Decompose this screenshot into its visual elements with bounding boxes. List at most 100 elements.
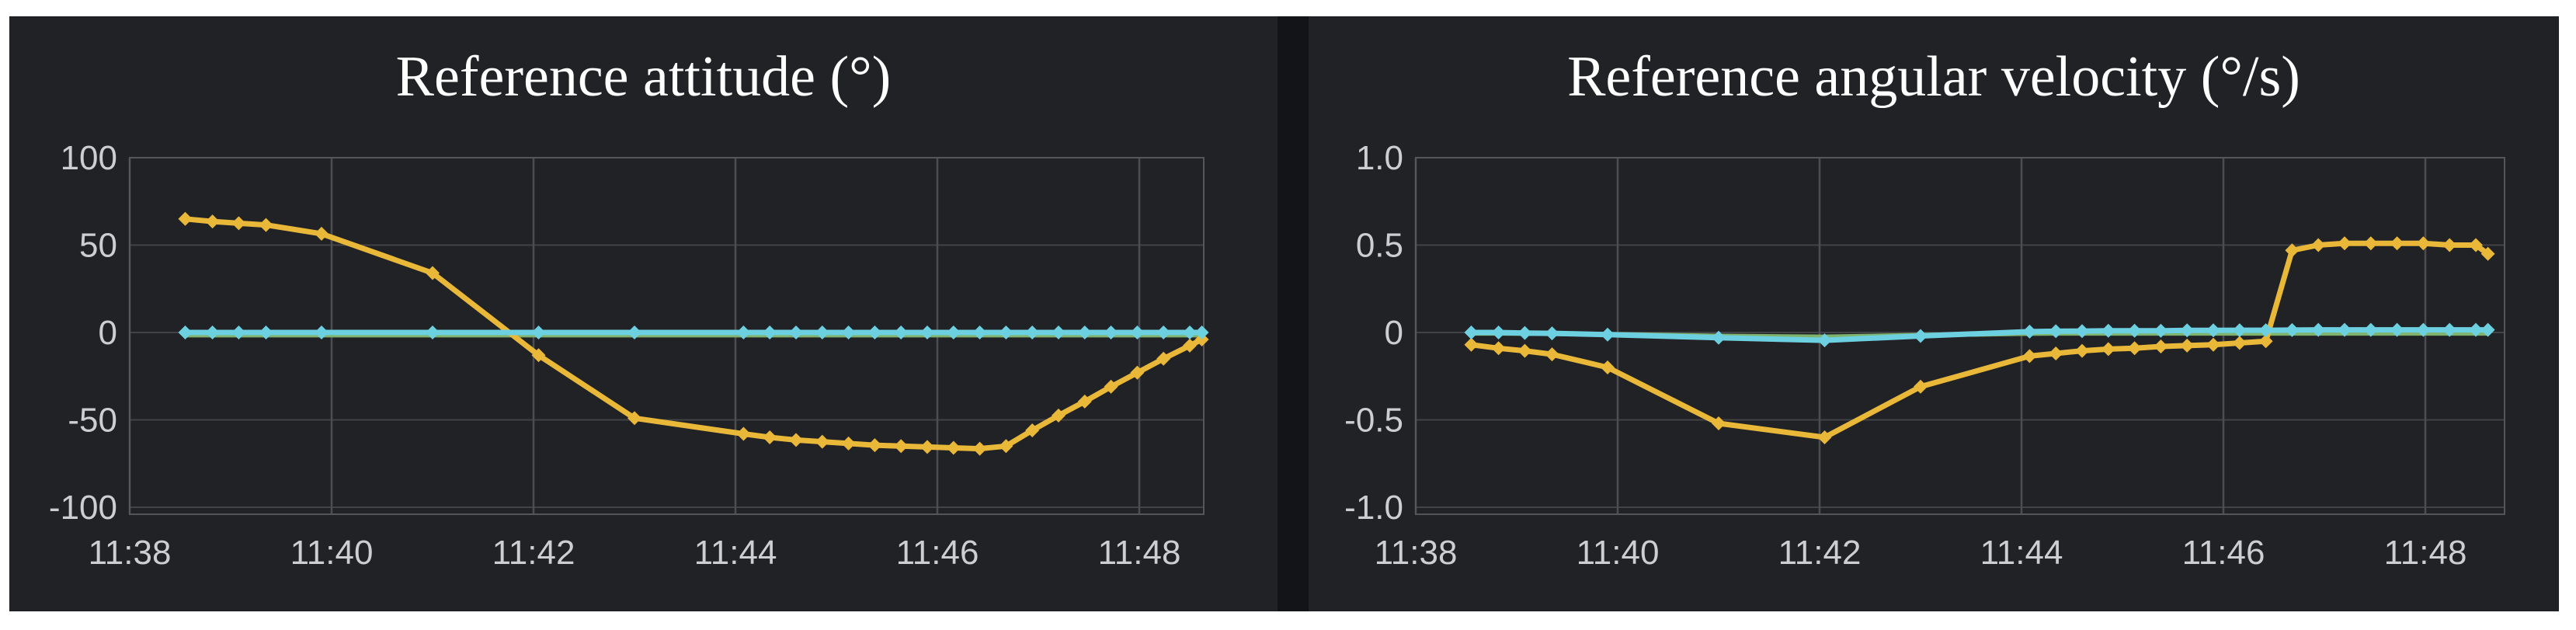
x-axis-tick-label: 11:38 xyxy=(89,534,172,572)
yellow-reference-series-marker xyxy=(946,440,961,455)
yellow-reference-series-marker xyxy=(178,211,193,226)
cyan-flat-series-marker xyxy=(2338,322,2352,337)
yellow-reference-series-marker xyxy=(1817,430,1832,444)
yellow-reference-series-marker xyxy=(2363,236,2378,251)
yellow-reference-series-marker xyxy=(1914,379,1928,394)
cyan-flat-series-marker xyxy=(2127,323,2142,338)
cyan-flat-series-marker xyxy=(2101,323,2115,338)
cyan-flat-series-marker xyxy=(2363,322,2378,337)
yellow-reference-series-marker xyxy=(2442,238,2457,252)
yellow-reference-series-marker xyxy=(2311,238,2326,252)
yellow-reference-series-marker xyxy=(2285,243,2300,258)
yellow-reference-series-marker xyxy=(205,214,220,229)
cyan-flat-series-marker xyxy=(1601,327,1615,342)
cyan-flat-series-marker xyxy=(205,325,220,339)
yellow-reference-series-marker xyxy=(2127,341,2142,356)
yellow-reference-series-marker xyxy=(1104,379,1118,394)
yellow-reference-series-marker xyxy=(231,216,246,231)
cyan-flat-series-marker xyxy=(920,325,934,339)
attitude-chart[interactable]: 100 50 0 -50 -100 11:38 11:40 11:42 11:44 11:46 11… xyxy=(9,16,1278,611)
cyan-flat-series-marker xyxy=(1817,333,1832,348)
cyan-flat-series-marker xyxy=(2075,324,2089,339)
yellow-reference-series-marker xyxy=(736,426,751,441)
y-axis-tick-label: 0.5 xyxy=(1356,227,1403,265)
yellow-reference-series-marker xyxy=(763,430,777,444)
yellow-reference-series-marker xyxy=(1130,365,1145,380)
cyan-flat-series-marker xyxy=(2049,324,2063,339)
cyan-flat-series-marker xyxy=(763,325,777,339)
yellow-reference-series-marker xyxy=(2338,236,2352,251)
cyan-flat-series-marker xyxy=(627,325,641,339)
yellow-reference-series-marker xyxy=(2180,338,2195,353)
yellow-reference-series-marker xyxy=(2101,342,2115,357)
yellow-reference-series-marker xyxy=(1601,360,1615,374)
cyan-flat-series-marker xyxy=(1130,325,1145,339)
cyan-flat-series-marker xyxy=(1194,325,1209,339)
yellow-reference-series-marker xyxy=(627,411,641,426)
panel-title-reference-attitude: Reference attitude (°) xyxy=(395,45,892,109)
yellow-reference-series-marker xyxy=(1156,351,1171,366)
yellow-reference-series-marker xyxy=(1517,343,1532,358)
yellow-reference-series-marker xyxy=(1052,408,1066,423)
yellow-reference-series-marker xyxy=(2154,339,2168,353)
cyan-flat-series-marker xyxy=(2206,323,2220,338)
yellow-reference-series-marker xyxy=(894,439,909,454)
y-axis-tick-label: 0 xyxy=(99,314,117,352)
yellow-reference-series-marker xyxy=(2390,236,2404,251)
cyan-flat-series-marker xyxy=(2442,322,2457,337)
yellow-reference-series-marker xyxy=(1464,337,1479,352)
cyan-flat-series-marker xyxy=(2154,323,2168,338)
yellow-reference-series-marker xyxy=(531,348,546,363)
cyan-flat-series-marker xyxy=(2285,322,2300,337)
y-axis-tick-label: 50 xyxy=(79,227,117,265)
yellow-reference-series-marker xyxy=(1025,423,1040,437)
cyan-flat-series-marker xyxy=(946,325,961,339)
yellow-reference-series-line xyxy=(1469,240,2491,440)
cyan-flat-series-marker xyxy=(531,325,546,339)
yellow-reference-series-marker xyxy=(259,218,273,232)
yellow-reference-series-marker xyxy=(2232,336,2247,350)
y-axis-tick-label: 0 xyxy=(1385,314,1403,352)
yellow-reference-series-marker xyxy=(2258,334,2273,349)
cyan-flat-series-marker xyxy=(815,325,829,339)
x-axis-tick-label: 11:48 xyxy=(2384,534,2467,572)
cyan-flat-series-marker xyxy=(894,325,909,339)
cyan-flat-series-marker xyxy=(315,325,329,339)
yellow-reference-series-marker xyxy=(1183,338,1197,353)
yellow-reference-series-marker xyxy=(1545,347,1559,362)
y-axis-tick-label: -50 xyxy=(68,402,117,440)
cyan-flat-series-marker xyxy=(2390,322,2404,337)
yellow-reference-series-marker xyxy=(426,266,440,280)
cyan-flat-series-marker xyxy=(1052,325,1066,339)
yellow-reference-series-marker xyxy=(815,434,829,449)
yellow-reference-series-marker xyxy=(2075,343,2089,358)
cyan-flat-series-marker xyxy=(1464,325,1479,339)
cyan-flat-series-marker xyxy=(1517,325,1532,340)
cyan-flat-series-marker xyxy=(2180,323,2195,338)
x-axis-tick-label: 11:44 xyxy=(1980,534,2063,572)
cyan-flat-series-marker xyxy=(426,325,440,339)
panel-reference-angular-velocity: Reference angular velocity (°/s) 1.0 0.5 0… xyxy=(1309,16,2559,611)
yellow-reference-series-marker xyxy=(2416,236,2431,251)
yellow-reference-series-marker xyxy=(2049,346,2063,360)
angular-velocity-chart[interactable]: 1.0 0.5 0 -0.5 -1.0 11:38 11:40 11:42 11:44 11:46… xyxy=(1309,16,2559,611)
cyan-flat-series-marker xyxy=(2311,322,2326,337)
yellow-reference-series-marker xyxy=(1712,416,1726,430)
cyan-flat-series-marker xyxy=(2258,323,2273,338)
x-axis-tick-label: 11:48 xyxy=(1098,534,1181,572)
cyan-flat-series-marker xyxy=(2480,322,2495,337)
panel-title-reference-angular-velocity: Reference angular velocity (°/s) xyxy=(1567,45,2300,109)
y-axis-tick-label: 1.0 xyxy=(1356,139,1403,177)
cyan-flat-series-marker xyxy=(2232,323,2247,338)
yellow-reference-series-marker xyxy=(841,436,856,451)
cyan-flat-series-marker xyxy=(999,325,1013,339)
cyan-flat-series-marker xyxy=(178,325,193,339)
cyan-flat-series-marker xyxy=(259,325,273,339)
yellow-reference-series-marker xyxy=(2206,337,2220,352)
yellow-reference-series-marker xyxy=(1077,394,1092,409)
cyan-flat-series-marker xyxy=(1914,329,1928,343)
yellow-reference-series-marker xyxy=(999,439,1013,454)
cyan-flat-series-marker xyxy=(841,325,856,339)
cyan-flat-series-marker xyxy=(972,325,987,339)
